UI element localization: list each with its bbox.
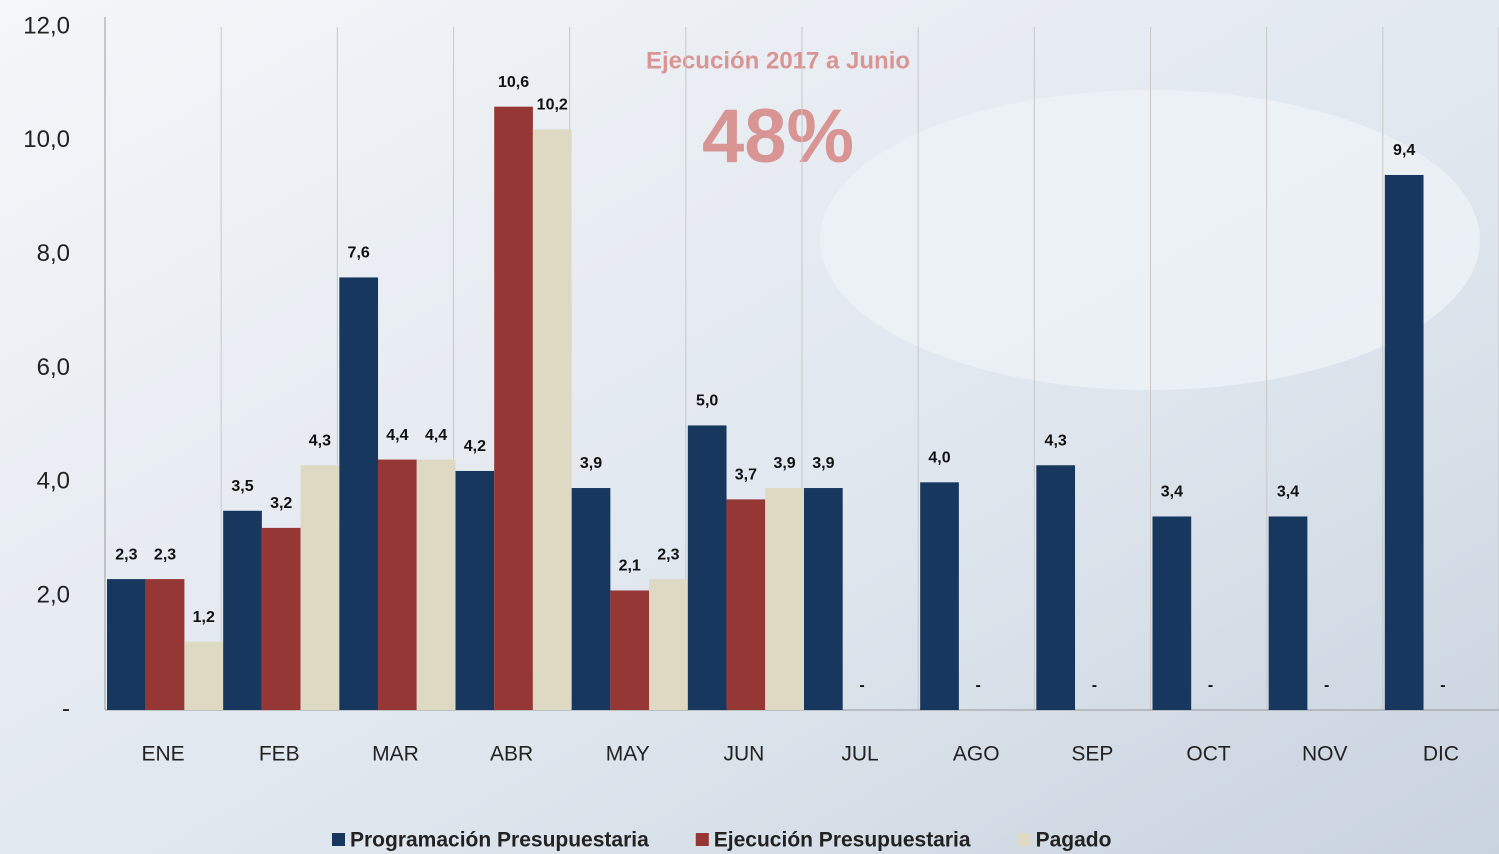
data-label: 4,3 (309, 432, 331, 449)
bar (300, 465, 340, 710)
data-label: 2,3 (115, 546, 137, 563)
x-tick-label: AGO (953, 743, 1000, 766)
annotation: Ejecución 2017 a Junio (646, 47, 910, 74)
data-label: 9,4 (1393, 142, 1415, 159)
data-label: 3,9 (580, 455, 602, 472)
bar (184, 641, 224, 710)
x-tick-label: MAR (372, 743, 419, 766)
bar (649, 579, 688, 710)
bar (1384, 174, 1424, 710)
x-tick-label: NOV (1302, 743, 1348, 766)
data-label: 1,2 (193, 609, 215, 626)
data-label: 3,7 (735, 467, 757, 484)
bar (726, 499, 766, 710)
bar (532, 129, 572, 710)
bar (1152, 516, 1192, 710)
data-label: - (1440, 677, 1445, 694)
x-tick-label: JUN (723, 743, 764, 766)
x-tick-label: DIC (1423, 743, 1459, 766)
legend-label: Programación Presupuestaria (350, 829, 649, 852)
bar (1268, 516, 1308, 710)
y-tick-label: - (62, 695, 70, 722)
data-label: 2,1 (619, 558, 641, 575)
bar (804, 488, 843, 710)
x-tick-label: OCT (1186, 743, 1231, 766)
y-tick-label: 12,0 (23, 12, 70, 39)
x-tick-label: ABR (490, 743, 533, 766)
data-label: 2,3 (657, 546, 679, 563)
legend-swatch (332, 833, 345, 846)
x-tick-label: FEB (259, 743, 300, 766)
bar (261, 527, 301, 710)
bar (610, 590, 650, 710)
bar (455, 470, 495, 710)
data-label: 3,2 (270, 495, 292, 512)
data-label: 2,3 (154, 546, 176, 563)
data-label: 7,6 (348, 245, 370, 262)
data-label: 3,9 (812, 455, 834, 472)
data-label: - (1208, 677, 1213, 694)
x-tick-label: MAY (606, 743, 650, 766)
data-label: - (1324, 677, 1329, 694)
bar (416, 459, 456, 710)
data-label: 4,4 (425, 427, 447, 444)
y-tick-label: 8,0 (37, 240, 70, 267)
y-tick-label: 6,0 (37, 354, 70, 381)
y-tick-label: 4,0 (37, 468, 70, 495)
bar (765, 488, 804, 710)
data-label: 10,6 (498, 74, 529, 91)
legend-swatch (695, 833, 709, 846)
y-tick-label: 10,0 (23, 126, 70, 153)
bar (687, 425, 727, 710)
bar (107, 579, 146, 710)
data-label: - (859, 677, 864, 694)
bar (494, 106, 533, 710)
bar (378, 459, 417, 710)
data-label: - (1092, 677, 1097, 694)
bar (920, 482, 959, 710)
legend-swatch (1017, 833, 1031, 846)
data-label: - (976, 677, 981, 694)
data-label: 10,2 (537, 97, 568, 114)
legend-label: Pagado (1036, 829, 1112, 852)
x-tick-label: SEP (1071, 743, 1113, 766)
bar (571, 488, 611, 710)
data-label: 5,0 (696, 393, 718, 410)
legend-label: Ejecución Presupuestaria (714, 829, 971, 852)
bar (1036, 465, 1076, 710)
data-label: 4,4 (386, 427, 408, 444)
data-label: 3,4 (1277, 484, 1299, 501)
bar (339, 277, 379, 710)
data-label: 4,3 (1045, 432, 1067, 449)
data-label: 4,2 (464, 438, 486, 455)
y-tick-label: 2,0 (37, 582, 70, 609)
data-label: 3,9 (773, 455, 795, 472)
bar (223, 510, 262, 710)
data-label: 3,4 (1161, 484, 1183, 501)
annotation-big: 48% (702, 94, 854, 179)
x-tick-label: JUL (841, 743, 878, 766)
bar (145, 579, 185, 710)
data-label: 3,5 (231, 478, 253, 495)
data-label: 4,0 (928, 450, 950, 467)
x-tick-label: ENE (141, 743, 184, 766)
